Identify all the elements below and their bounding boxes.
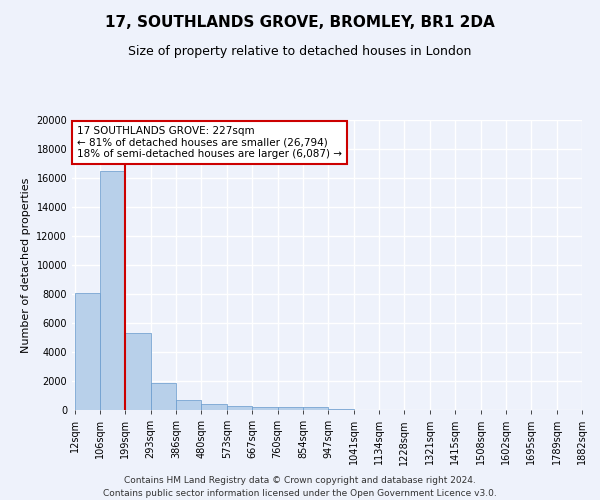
Text: Contains HM Land Registry data © Crown copyright and database right 2024.: Contains HM Land Registry data © Crown c… [124, 476, 476, 485]
Bar [227, 406, 252, 410]
Text: Contains public sector information licensed under the Open Government Licence v3: Contains public sector information licen… [103, 488, 497, 498]
Text: 17 SOUTHLANDS GROVE: 227sqm
← 81% of detached houses are smaller (26,794)
18% of: 17 SOUTHLANDS GROVE: 227sqm ← 81% of det… [77, 126, 342, 159]
Y-axis label: Number of detached properties: Number of detached properties [21, 178, 31, 352]
Bar [125, 333, 151, 410]
Text: 17, SOUTHLANDS GROVE, BROMLEY, BR1 2DA: 17, SOUTHLANDS GROVE, BROMLEY, BR1 2DA [105, 15, 495, 30]
Bar [303, 407, 328, 410]
Bar [100, 171, 125, 410]
Bar [176, 400, 202, 410]
Bar [252, 406, 278, 410]
Bar [151, 383, 176, 410]
Bar [74, 292, 100, 410]
Bar [278, 408, 303, 410]
Bar [202, 404, 227, 410]
Text: Size of property relative to detached houses in London: Size of property relative to detached ho… [128, 45, 472, 58]
